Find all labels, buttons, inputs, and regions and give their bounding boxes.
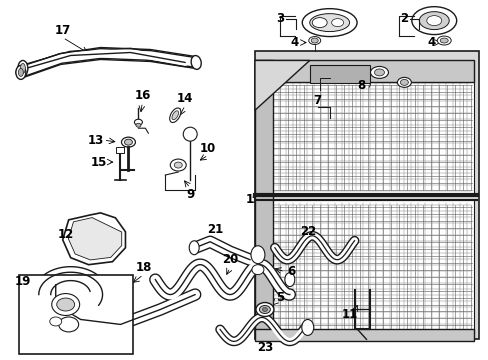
- Ellipse shape: [331, 19, 343, 27]
- Ellipse shape: [174, 162, 182, 168]
- Text: 22: 22: [299, 225, 315, 238]
- Bar: [269, 200, 473, 334]
- Ellipse shape: [59, 317, 79, 332]
- Text: 11: 11: [341, 308, 357, 321]
- Bar: [116, 147, 124, 153]
- Polygon shape: [62, 213, 125, 265]
- Text: 17: 17: [55, 24, 71, 37]
- Bar: [309, 66, 369, 84]
- Text: 4: 4: [290, 36, 298, 49]
- Text: 9: 9: [186, 188, 194, 202]
- Bar: [269, 80, 473, 195]
- Ellipse shape: [191, 55, 201, 69]
- Ellipse shape: [439, 38, 447, 43]
- Bar: [254, 329, 473, 341]
- Ellipse shape: [255, 302, 273, 316]
- Ellipse shape: [259, 306, 270, 314]
- Ellipse shape: [308, 37, 320, 45]
- Text: 13: 13: [87, 134, 103, 147]
- Ellipse shape: [312, 18, 326, 28]
- Ellipse shape: [170, 159, 186, 171]
- Ellipse shape: [57, 298, 75, 311]
- Bar: [19, 275, 133, 354]
- Ellipse shape: [19, 68, 23, 76]
- Ellipse shape: [251, 265, 264, 275]
- Ellipse shape: [134, 119, 142, 125]
- Circle shape: [183, 127, 197, 141]
- Text: 14: 14: [177, 92, 193, 105]
- Text: 8: 8: [357, 79, 365, 92]
- Text: 6: 6: [287, 265, 295, 278]
- Text: 19: 19: [15, 275, 31, 288]
- Text: 16: 16: [134, 89, 150, 102]
- Ellipse shape: [121, 137, 135, 147]
- Ellipse shape: [136, 123, 141, 127]
- Ellipse shape: [172, 111, 178, 120]
- Ellipse shape: [16, 66, 26, 80]
- Text: 3: 3: [275, 12, 284, 25]
- Ellipse shape: [250, 246, 264, 264]
- Text: 5: 5: [275, 291, 284, 304]
- Polygon shape: [254, 50, 478, 339]
- Ellipse shape: [301, 319, 313, 336]
- Text: 7: 7: [313, 94, 321, 107]
- Ellipse shape: [374, 69, 384, 76]
- Ellipse shape: [262, 307, 267, 311]
- Text: 1: 1: [245, 193, 254, 206]
- Ellipse shape: [18, 60, 28, 76]
- Text: 4: 4: [427, 36, 434, 49]
- Text: 23: 23: [256, 341, 272, 354]
- Ellipse shape: [411, 7, 456, 35]
- Ellipse shape: [169, 108, 181, 122]
- Text: 20: 20: [222, 253, 238, 266]
- Text: 2: 2: [400, 12, 407, 25]
- Ellipse shape: [426, 15, 441, 26]
- Ellipse shape: [436, 36, 450, 45]
- Polygon shape: [68, 217, 122, 260]
- Ellipse shape: [419, 12, 448, 30]
- Text: 10: 10: [200, 141, 216, 155]
- Bar: [254, 60, 272, 339]
- Ellipse shape: [50, 317, 61, 326]
- Ellipse shape: [310, 38, 318, 43]
- Text: 12: 12: [58, 228, 74, 241]
- Ellipse shape: [397, 77, 410, 87]
- Bar: [254, 60, 473, 82]
- Ellipse shape: [302, 9, 356, 37]
- Text: 18: 18: [135, 261, 151, 274]
- Ellipse shape: [400, 80, 407, 85]
- Polygon shape: [254, 60, 309, 110]
- Text: 21: 21: [206, 223, 223, 236]
- Ellipse shape: [124, 139, 132, 145]
- Ellipse shape: [20, 63, 25, 73]
- Text: 15: 15: [90, 156, 106, 168]
- Ellipse shape: [189, 241, 199, 255]
- Ellipse shape: [370, 67, 387, 78]
- Ellipse shape: [52, 293, 80, 315]
- Ellipse shape: [309, 14, 349, 32]
- Ellipse shape: [285, 273, 294, 287]
